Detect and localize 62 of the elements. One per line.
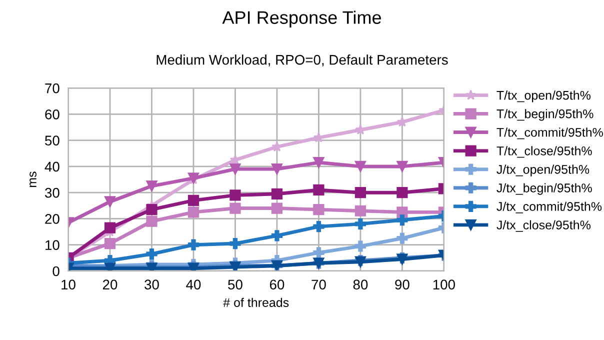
x-tick-label: 40	[186, 280, 201, 290]
x-tick-label: 100	[433, 280, 455, 290]
point	[230, 202, 241, 214]
point	[313, 184, 324, 196]
legend-label: J/tx_commit/95th%	[496, 202, 602, 214]
legend-label: T/tx_begin/95th%	[496, 109, 594, 121]
legend-label: T/tx_open/95th%	[496, 90, 590, 102]
x-tick-label: 30	[144, 280, 159, 290]
point	[271, 202, 283, 214]
y-tick-label: 20	[45, 214, 60, 224]
legend-label: T/tx_close/95th%	[496, 146, 592, 158]
point	[313, 221, 324, 232]
point	[396, 214, 408, 226]
point	[188, 206, 200, 218]
point	[104, 222, 116, 234]
point	[354, 160, 366, 172]
x-tick-label: 70	[312, 280, 326, 290]
y-tick-label: 60	[45, 110, 60, 120]
point	[104, 196, 116, 208]
y-tick-label: 0	[52, 266, 60, 276]
point	[313, 247, 324, 258]
point	[354, 240, 366, 252]
point	[146, 216, 158, 227]
x-tick-label: 60	[270, 280, 284, 290]
chart-subtitle: Medium Workload, RPO=0, Default Parameters	[156, 54, 448, 66]
x-tick-label: 10	[62, 280, 76, 290]
point	[313, 204, 324, 216]
point	[354, 218, 366, 230]
point	[188, 194, 200, 206]
point	[146, 248, 158, 260]
legend-label: J/tx_close/95th%	[496, 220, 590, 232]
point	[271, 164, 283, 175]
point	[396, 187, 408, 198]
point	[354, 205, 366, 216]
point	[354, 187, 366, 198]
legend-label: J/tx_begin/95th%	[496, 183, 592, 195]
legend-label: J/tx_open/95th%	[496, 164, 590, 176]
point	[396, 232, 408, 244]
x-tick-label: 80	[353, 280, 368, 290]
y-tick-label: 50	[45, 136, 60, 146]
point	[146, 204, 158, 216]
point	[313, 156, 324, 168]
x-axis-title: # of threads	[223, 298, 289, 307]
point	[396, 160, 408, 172]
point	[230, 190, 241, 201]
legend-label: T/tx_commit/95th%	[496, 128, 603, 140]
point	[271, 188, 283, 200]
y-tick-label: 30	[45, 188, 60, 198]
point	[104, 238, 116, 250]
point	[271, 230, 283, 242]
chart-title: API Response Time	[222, 10, 381, 28]
x-tick-label: 90	[395, 280, 410, 290]
y-tick-label: 40	[44, 162, 60, 172]
y-tick-label: 10	[46, 240, 60, 250]
point	[146, 180, 158, 192]
point	[188, 239, 200, 250]
y-tick-label: 70	[45, 83, 60, 94]
point	[230, 164, 241, 175]
y-axis-title: ms	[30, 172, 36, 188]
x-tick-label: 20	[102, 280, 118, 290]
point	[230, 238, 241, 250]
x-tick-label: 50	[228, 280, 242, 290]
